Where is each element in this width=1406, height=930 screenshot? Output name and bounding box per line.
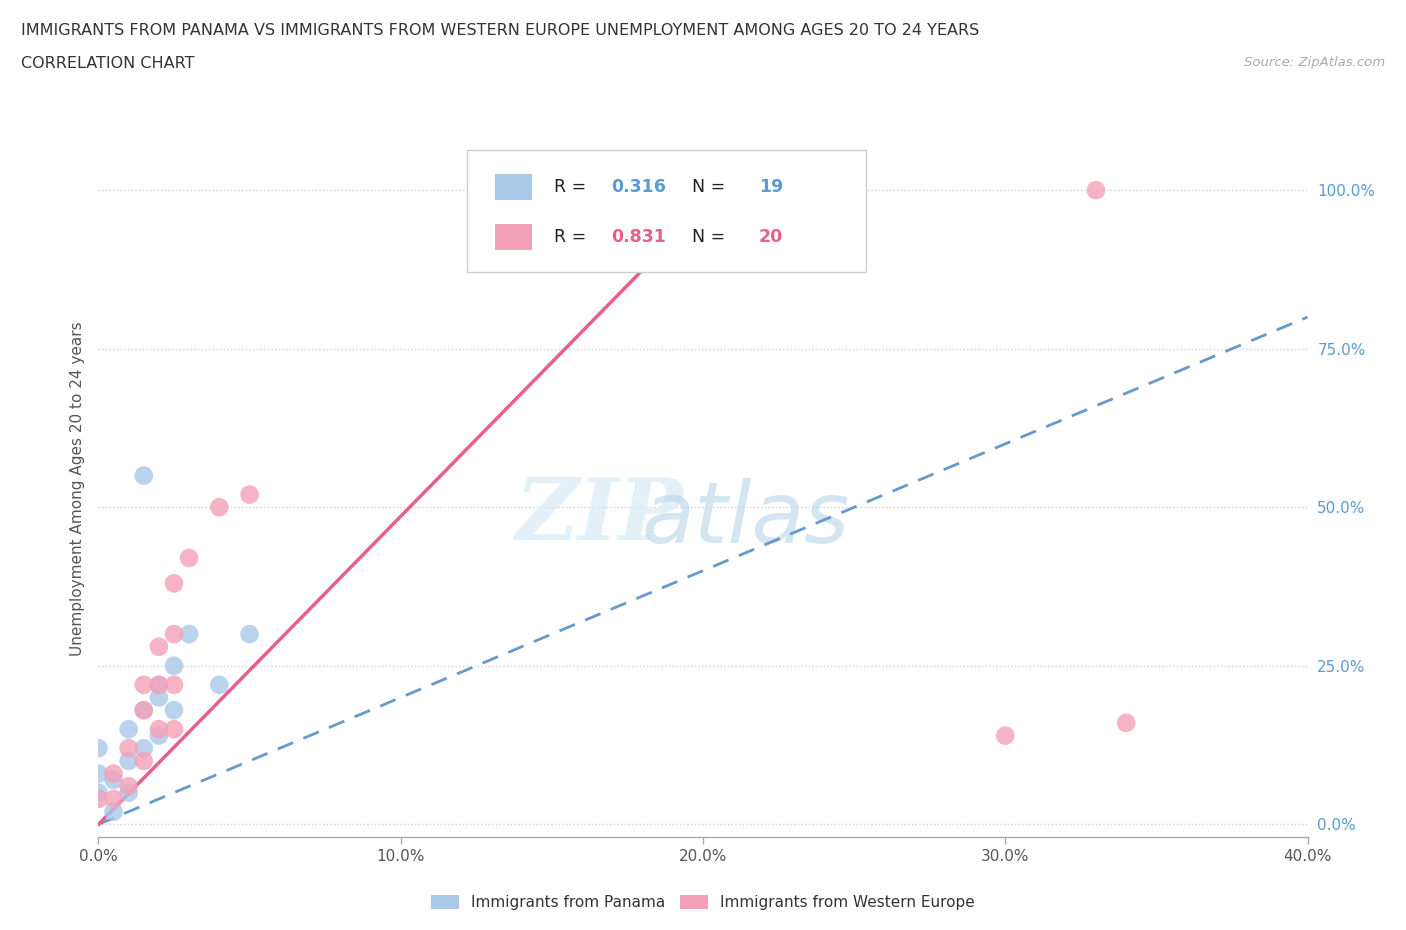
Legend: Immigrants from Panama, Immigrants from Western Europe: Immigrants from Panama, Immigrants from …: [423, 887, 983, 918]
Point: [118, 722, 141, 737]
Point: [132, 703, 155, 718]
Bar: [495, 174, 531, 200]
Text: N =: N =: [681, 228, 730, 246]
Bar: [495, 224, 531, 250]
Point: [163, 658, 186, 673]
Point: [148, 690, 170, 705]
Point: [87, 785, 110, 800]
Point: [163, 576, 186, 591]
Text: atlas: atlas: [641, 478, 849, 561]
Point: [239, 627, 262, 642]
Point: [148, 677, 170, 692]
Point: [87, 791, 110, 806]
Point: [132, 468, 155, 483]
Text: 0.831: 0.831: [612, 228, 666, 246]
Point: [103, 773, 125, 788]
Point: [163, 677, 186, 692]
Point: [87, 766, 110, 781]
Point: [177, 551, 201, 565]
Point: [208, 499, 231, 514]
Point: [148, 722, 170, 737]
Point: [103, 766, 125, 781]
Point: [118, 741, 141, 756]
Point: [994, 728, 1017, 743]
Text: CORRELATION CHART: CORRELATION CHART: [21, 56, 194, 71]
Point: [148, 677, 170, 692]
Point: [132, 703, 155, 718]
Point: [177, 627, 201, 642]
Point: [132, 753, 155, 768]
Point: [103, 804, 125, 819]
Text: R =: R =: [554, 178, 592, 196]
Point: [163, 722, 186, 737]
Text: 0.316: 0.316: [612, 178, 666, 196]
Text: 19: 19: [759, 178, 783, 196]
Text: ZIP: ZIP: [516, 474, 685, 558]
Text: IMMIGRANTS FROM PANAMA VS IMMIGRANTS FROM WESTERN EUROPE UNEMPLOYMENT AMONG AGES: IMMIGRANTS FROM PANAMA VS IMMIGRANTS FRO…: [21, 23, 980, 38]
Point: [132, 677, 155, 692]
Point: [1085, 183, 1108, 198]
Point: [1115, 715, 1137, 730]
Text: 20: 20: [759, 228, 783, 246]
Point: [239, 487, 262, 502]
Point: [118, 778, 141, 793]
FancyBboxPatch shape: [467, 150, 866, 272]
Text: Source: ZipAtlas.com: Source: ZipAtlas.com: [1244, 56, 1385, 69]
Point: [103, 791, 125, 806]
Text: R =: R =: [554, 228, 592, 246]
Point: [87, 741, 110, 756]
Point: [132, 741, 155, 756]
Point: [163, 627, 186, 642]
Point: [148, 728, 170, 743]
Point: [208, 677, 231, 692]
Point: [118, 785, 141, 800]
Y-axis label: Unemployment Among Ages 20 to 24 years: Unemployment Among Ages 20 to 24 years: [69, 321, 84, 656]
Point: [118, 753, 141, 768]
Text: N =: N =: [681, 178, 730, 196]
Point: [631, 183, 654, 198]
Point: [148, 639, 170, 654]
Point: [163, 703, 186, 718]
